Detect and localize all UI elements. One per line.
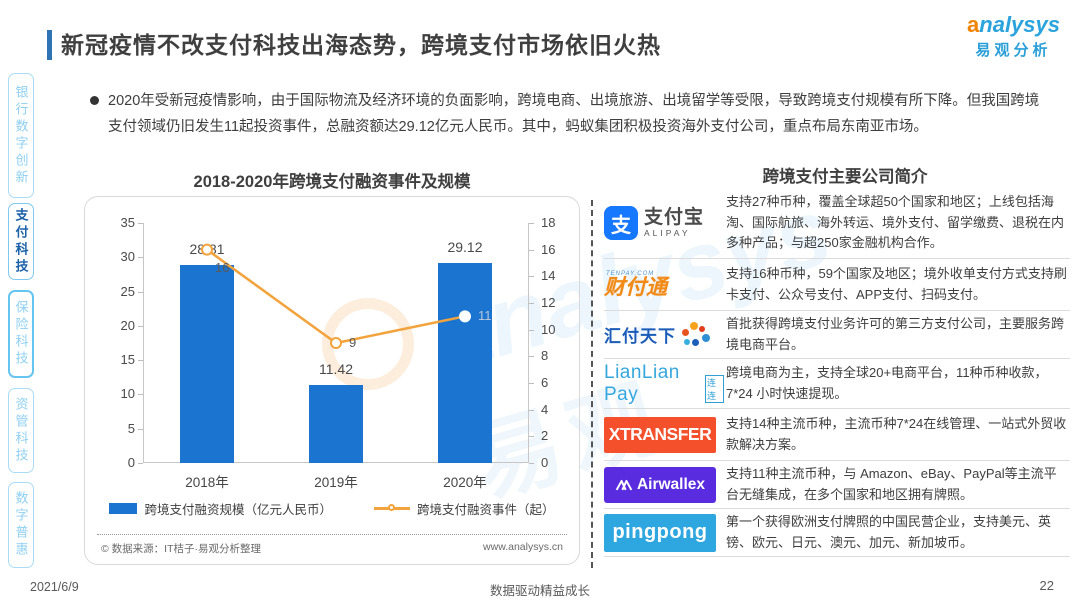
sidebar-tab-asset-tech[interactable]: 资管科技 — [8, 388, 34, 473]
analysys-a-icon: a — [967, 12, 980, 37]
pingpong-description: 第一个获得欧洲支付牌照的中国民营企业，支持美元、英镑、欧元、日元、澳元、加元、新… — [726, 513, 1052, 550]
legend-bar-label: 跨境支付融资规模（亿元人民币） — [144, 503, 332, 517]
bullet-icon — [90, 96, 99, 105]
xtransfer-description: 支持14种主流币种，主流币种7*24在线管理、一站式外贸收款解决方案。 — [726, 415, 1067, 452]
company-row-lianlian: LianLian Pay 连连 跨境电商为主，支持全球20+电商平台，11种币种… — [604, 359, 1070, 409]
chart-legend: 跨境支付融资规模（亿元人民币） 跨境支付融资事件（起） — [85, 499, 579, 518]
legend-bar-swatch-icon — [109, 503, 138, 514]
legend-line-swatch-icon — [374, 504, 410, 511]
companies-list: 支 支付宝 ALIPAY 支持27种币种，覆盖全球超50个国家和地区；上线包括海… — [604, 188, 1070, 557]
bar-2019 — [309, 384, 363, 463]
left-axis-tick: 10 — [120, 386, 135, 402]
pingpong-logo: pingpong — [604, 513, 724, 552]
x-label-2020: 2020年 — [443, 475, 487, 490]
company-row-xtransfer: XTRANSFER 支持14种主流币种，主流币种7*24在线管理、一站式外贸收款… — [604, 409, 1070, 461]
left-axis-line — [143, 223, 144, 463]
line-value-2019: 9 — [349, 335, 357, 350]
chart-plot-area: 28.81 11.42 29.12 16 9 11 0 5 10 15 20 25 30 35… — [121, 215, 556, 470]
xtransfer-logo: XTRANSFER — [604, 416, 724, 453]
company-row-airwallex: Airwallex 支持11种主流币种，与 Amazon、eBay、PayPal… — [604, 461, 1070, 509]
right-axis-tick: 18 — [541, 215, 556, 230]
bar-value-2019: 11.42 — [319, 360, 353, 377]
vertical-dashed-divider — [591, 200, 593, 568]
huifu-description: 首批获得跨境支付业务许可的第三方支付公司，主要服务跨境电商平台。 — [726, 315, 1065, 352]
tenpay-logo: TENPAY.COM 财付通 — [604, 271, 724, 298]
right-axis-line — [528, 223, 529, 463]
legend-item-bar: 跨境支付融资规模（亿元人民币） — [109, 499, 332, 518]
bar-value-2018: 28.81 — [189, 241, 225, 258]
chart-source-row: © 数据来源：IT桔子·易观分析整理 www.analysys.cn — [97, 534, 567, 556]
lianlian-sub: 连连 — [704, 374, 724, 403]
right-axis-tick: 0 — [541, 455, 549, 470]
legend-line-label: 跨境支付融资事件（起） — [417, 503, 555, 517]
company-row-pingpong: pingpong 第一个获得欧洲支付牌照的中国民营企业，支持美元、英镑、欧元、日… — [604, 509, 1070, 557]
page-title: 新冠疫情不改支付科技出海态势，跨境支付市场依旧火热 — [61, 32, 661, 58]
left-axis-tick: 5 — [127, 420, 135, 436]
pingpong-name: pingpong — [604, 513, 716, 552]
right-axis-tick: 2 — [541, 428, 549, 444]
bar-2018 — [180, 265, 234, 463]
tenpay-sub: TENPAY.COM — [606, 271, 655, 277]
airwallex-description: 支持11种主流币种，与 Amazon、eBay、PayPal等主流平台无缝集成，… — [726, 465, 1057, 502]
left-axis-tick: 30 — [120, 249, 135, 265]
sidebar-tab-payment-tech[interactable]: 支付科技 — [8, 203, 34, 280]
x-label-2019: 2019年 — [314, 475, 358, 490]
analysys-logo: analysys 易观分析 — [967, 12, 1060, 60]
companies-title: 跨境支付主要公司简介 — [762, 168, 928, 186]
sidebar-tab-insurance-tech[interactable]: 保险科技 — [8, 290, 34, 378]
right-axis-tick: 8 — [541, 348, 549, 364]
company-row-tenpay: TENPAY.COM 财付通 支持16种币种，59个国家及地区；境外收单支付方式… — [604, 259, 1070, 311]
alipay-icon: 支 — [604, 206, 638, 240]
xtransfer-name: XTRANSFER — [604, 416, 716, 453]
footer-slogan: 数据驱动精益成长 — [489, 584, 590, 598]
analysys-logo-en: analysys — [967, 12, 1060, 37]
chart-source-url: www.analysys.cn — [483, 541, 563, 553]
sidebar-tab-banking-digital[interactable]: 银行数字创新 — [8, 73, 34, 198]
alipay-description: 支持27种币种，覆盖全球超50个国家和地区；上线包括海淘、国际航旅、海外转运、境… — [726, 193, 1065, 251]
line-value-2018: 16 — [215, 259, 230, 275]
airwallex-logo: Airwallex — [604, 466, 724, 503]
footer-page-number: 22 — [1039, 578, 1054, 593]
left-axis-tick: 15 — [120, 352, 135, 368]
chart-panel: 28.81 11.42 29.12 16 9 11 0 5 10 15 20 25 30 35… — [84, 196, 580, 565]
line-value-2020: 11 — [478, 308, 492, 324]
intro-paragraph: 2020年受新冠疫情影响，由于国际物流及经济环境的负面影响，跨境电商、出境旅游、… — [108, 93, 1040, 136]
chart-title: 2018-2020年跨境支付融资事件及规模 — [193, 173, 471, 191]
right-axis-tick: 14 — [541, 268, 556, 284]
legend-item-line: 跨境支付融资事件（起） — [374, 499, 555, 518]
right-axis-tick: 16 — [541, 241, 556, 257]
huifu-swirl-icon — [682, 321, 710, 348]
company-row-huifu: 汇付天下 首批获得跨境支付业务许可的第三方支付公司，主要服务跨境电商平台。 — [604, 311, 1070, 359]
lianlian-logo: LianLian Pay 连连 — [604, 362, 724, 406]
company-row-alipay: 支 支付宝 ALIPAY 支持27种币种，覆盖全球超50个国家和地区；上线包括海… — [604, 188, 1070, 259]
alipay-sub: ALIPAY — [644, 227, 691, 238]
title-accent-bar — [47, 30, 52, 60]
sidebar-tab-digital-inclusion[interactable]: 数字普惠 — [8, 482, 34, 568]
left-axis-tick: 35 — [120, 215, 135, 230]
left-axis-tick: 25 — [120, 283, 135, 299]
tenpay-name: 财付通 — [604, 276, 667, 299]
right-axis-tick: 12 — [541, 295, 556, 310]
chart-source-text: © 数据来源：IT桔子·易观分析整理 — [101, 543, 261, 555]
alipay-logo: 支 支付宝 ALIPAY — [604, 206, 724, 240]
footer-date: 2021/6/9 — [30, 580, 79, 594]
right-axis-tick: 6 — [541, 375, 549, 390]
airwallex-name: Airwallex — [636, 475, 706, 493]
right-axis-tick: 4 — [541, 401, 549, 417]
alipay-name: 支付宝 — [644, 207, 705, 229]
left-axis-tick: 20 — [120, 317, 135, 333]
tenpay-description: 支持16种币种，59个国家及地区；境外收单支付方式支持刷卡支付、公众号支付、AP… — [726, 265, 1067, 302]
right-axis-tick: 10 — [541, 321, 556, 337]
huifu-name: 汇付天下 — [604, 327, 676, 346]
analysys-logo-cn: 易观分析 — [975, 42, 1052, 59]
airwallex-mark-icon — [615, 479, 633, 490]
left-axis-tick: 0 — [127, 455, 135, 470]
huifu-logo: 汇付天下 — [604, 321, 724, 348]
lianlian-description: 跨境电商为主，支持全球20+电商平台，11种币种收款，7*24 小时快速提现。 — [726, 364, 1048, 401]
x-label-2018: 2018年 — [185, 475, 229, 490]
bar-value-2020: 29.12 — [447, 239, 483, 256]
lianlian-name: LianLian Pay — [604, 361, 680, 405]
bar-2020 — [438, 263, 492, 463]
